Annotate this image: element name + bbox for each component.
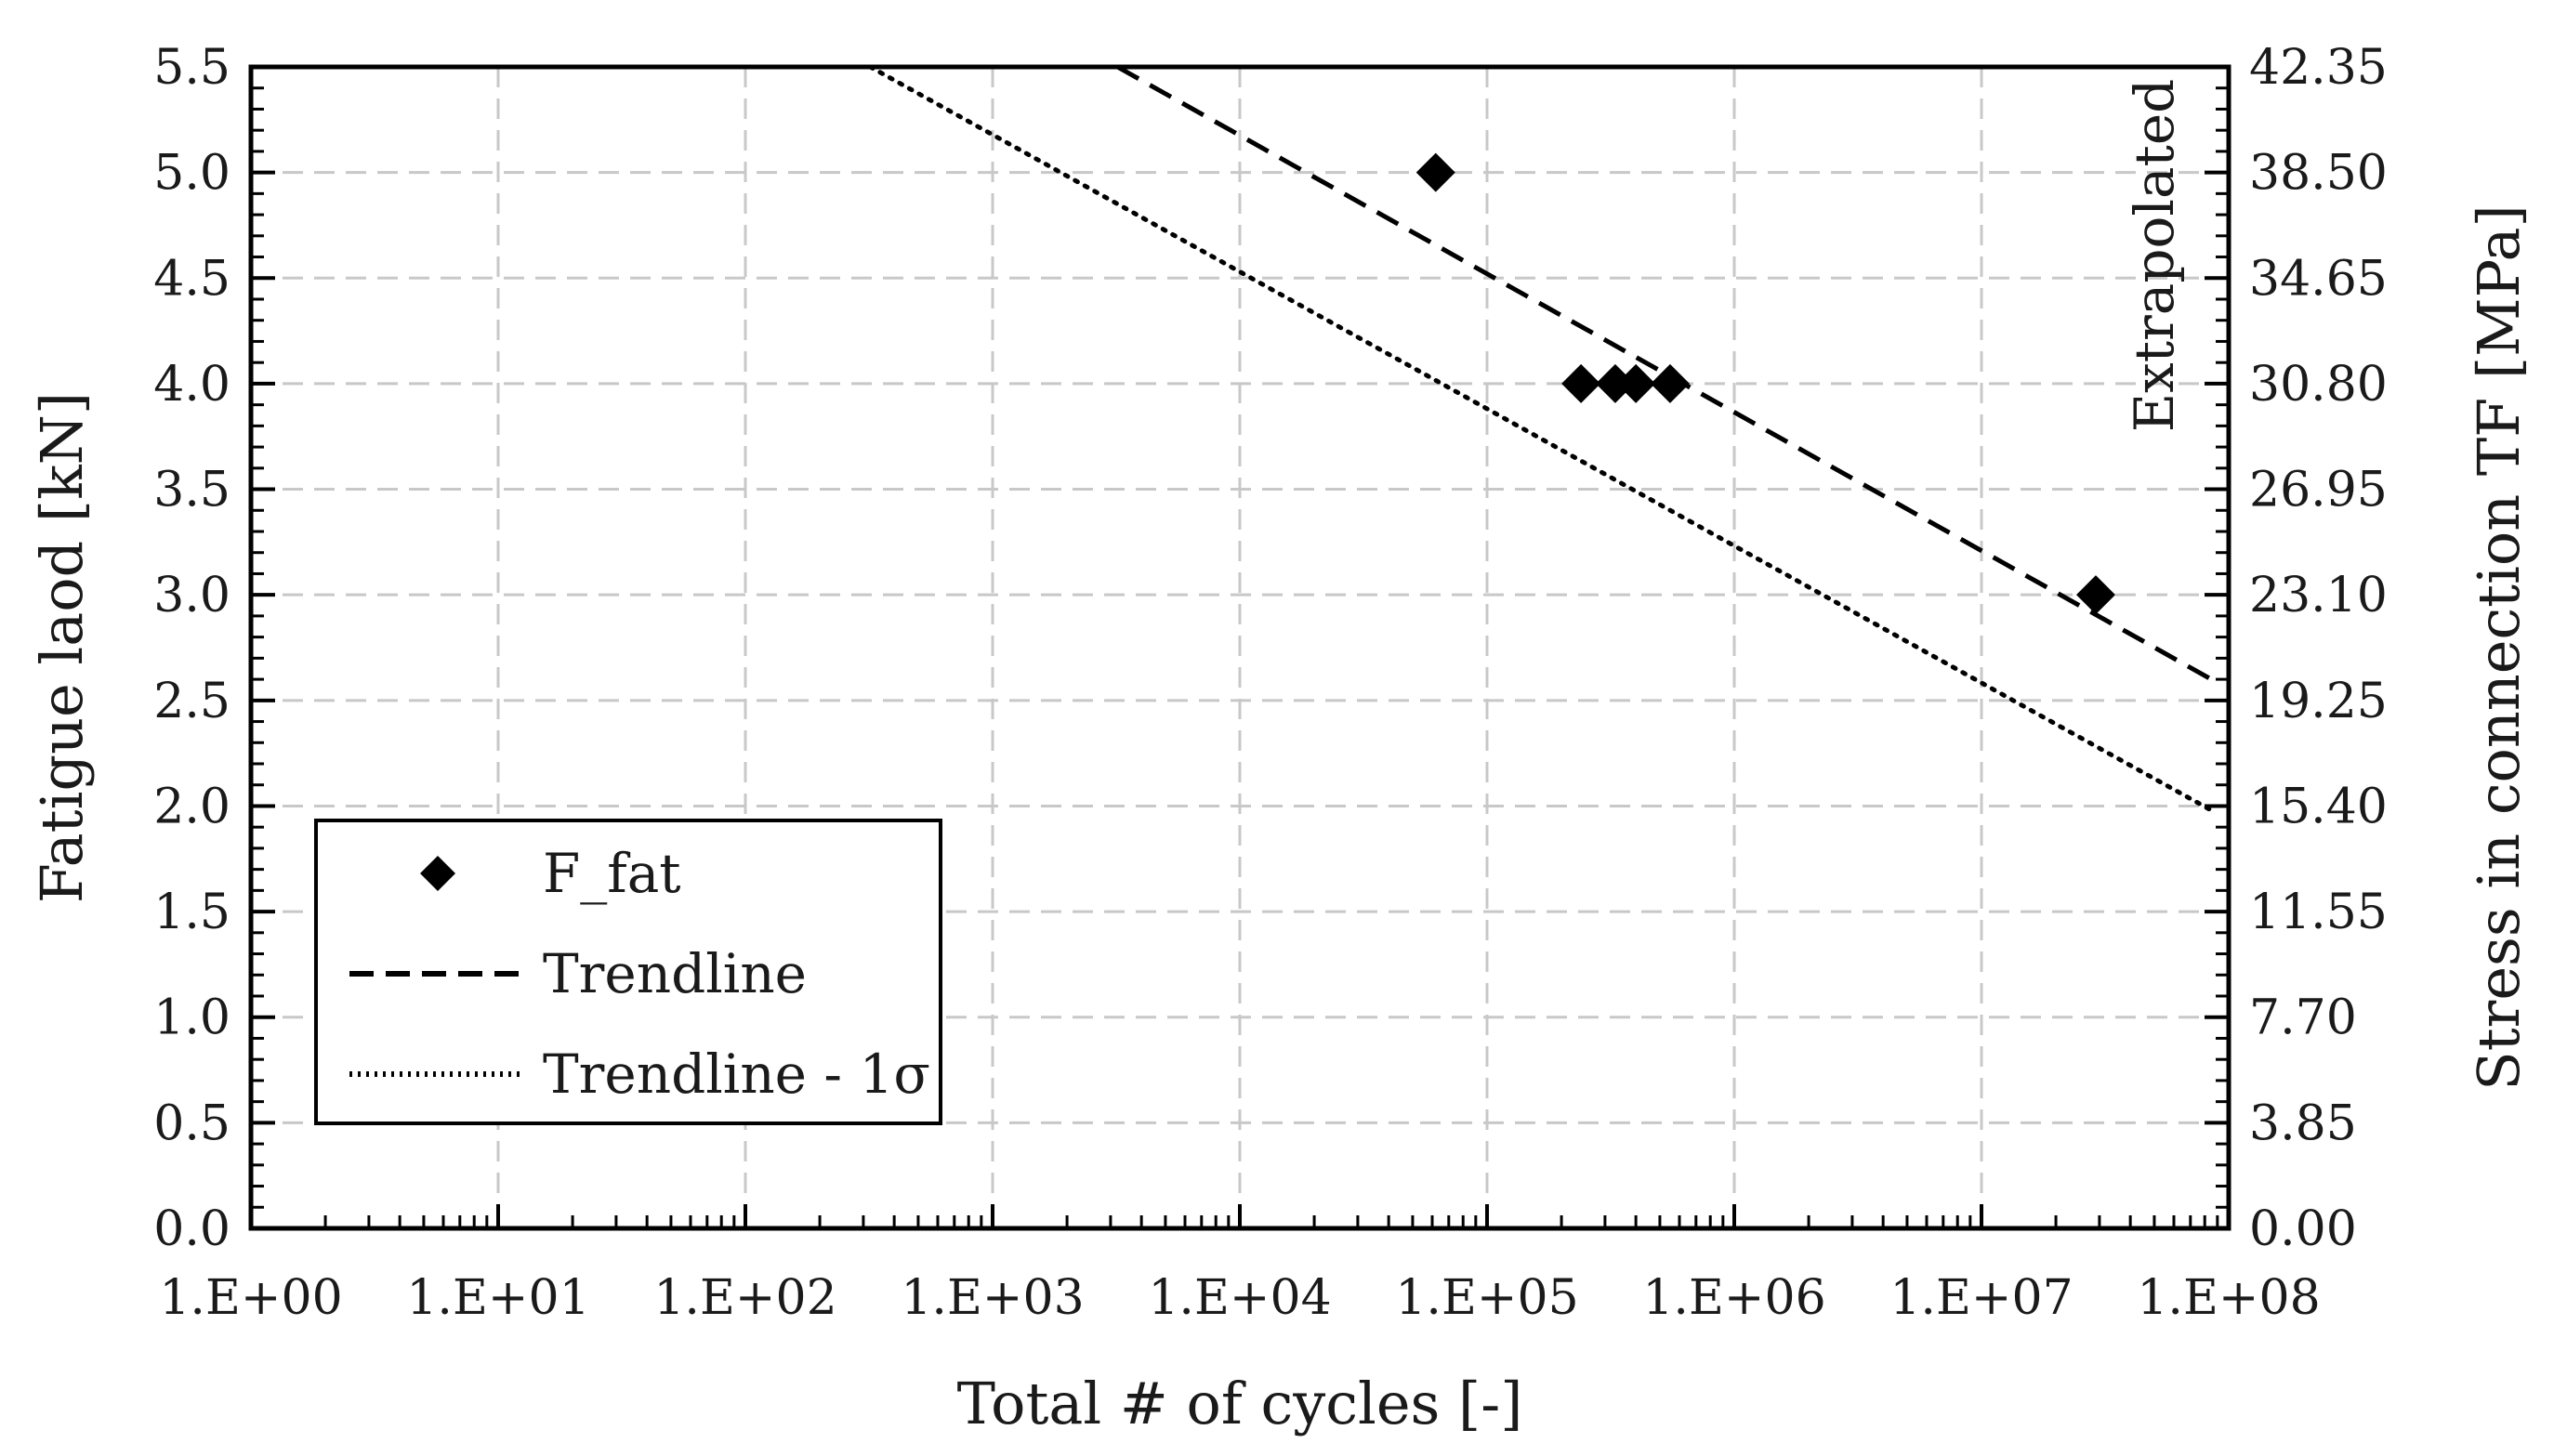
f-fat-point — [1616, 363, 1656, 403]
y2-tick-label: 42.35 — [2249, 40, 2388, 96]
tick-labels: 1.E+00 1.E+01 1.E+02 1.E+03 1.E+04 1.E+05 1.E+… — [153, 40, 2388, 1326]
y-tick-label: 1.0 — [153, 990, 230, 1046]
major-ticks — [249, 65, 2231, 1230]
x-tick-label: 1.E+07 — [1889, 1270, 2073, 1326]
x-tick-label: 1.E+00 — [159, 1270, 342, 1326]
y-axis-title: Fatigue laod [kN] — [28, 392, 96, 903]
y2-tick-label: 26.95 — [2249, 463, 2388, 518]
legend-label-trendline-1sigma: Trendline - 1σ — [543, 1043, 930, 1106]
extrapolated-annotation: Extrapolated — [2123, 79, 2186, 433]
y-tick-label: 3.5 — [153, 463, 230, 518]
x-tick-label: 1.E+05 — [1395, 1270, 1578, 1326]
trendline — [1116, 64, 2213, 682]
x-axis-title: Total # of cycles [-] — [957, 1370, 1523, 1437]
x-tick-label: 1.E+08 — [2137, 1270, 2320, 1326]
y2-tick-label: 34.65 — [2249, 251, 2388, 307]
y-tick-label: 1.5 — [153, 885, 230, 940]
y2-tick-label: 15.40 — [2249, 779, 2388, 834]
f-fat-point — [1595, 363, 1635, 403]
f-fat-point — [1650, 363, 1690, 403]
f-fat-point — [1561, 363, 1601, 403]
series-layer — [867, 64, 2214, 813]
y2-axis-title: Stress in connection TF [MPa] — [2465, 204, 2533, 1090]
y-tick-label: 0.0 — [153, 1201, 230, 1257]
legend-label-trendline: Trendline — [543, 942, 807, 1005]
x-tick-label: 1.E+01 — [406, 1270, 589, 1326]
y-tick-label: 3.0 — [153, 568, 230, 623]
y-tick-label: 5.5 — [153, 40, 230, 96]
y-tick-label: 4.5 — [153, 251, 230, 307]
f-fat-point — [2075, 575, 2115, 615]
legend-box — [314, 819, 942, 1125]
trendline-minus-1sigma — [867, 64, 2214, 813]
legend: F_fat Trendline Trendline - 1σ — [314, 819, 942, 1125]
y-tick-label: 2.0 — [153, 779, 230, 834]
y2-tick-label: 7.70 — [2249, 990, 2357, 1046]
legend-label-f-fat: F_fat — [543, 842, 681, 905]
x-tick-label: 1.E+06 — [1642, 1270, 1825, 1326]
y2-tick-label: 19.25 — [2249, 674, 2388, 729]
y2-tick-label: 3.85 — [2249, 1095, 2357, 1151]
y-tick-label: 0.5 — [153, 1095, 230, 1151]
legend-diamond-marker — [420, 856, 455, 891]
y2-tick-label: 0.00 — [2249, 1201, 2357, 1257]
y2-tick-label: 23.10 — [2249, 568, 2388, 623]
y-tick-label: 2.5 — [153, 674, 230, 729]
x-tick-label: 1.E+04 — [1148, 1270, 1331, 1326]
y2-tick-label: 11.55 — [2249, 885, 2388, 940]
y2-tick-label: 38.50 — [2249, 146, 2388, 202]
y-tick-label: 5.0 — [153, 146, 230, 202]
y-tick-label: 4.0 — [153, 357, 230, 413]
x-tick-label: 1.E+02 — [653, 1270, 836, 1326]
y2-tick-label: 30.80 — [2249, 357, 2388, 413]
f-fat-point — [1415, 152, 1455, 192]
x-tick-label: 1.E+03 — [901, 1270, 1084, 1326]
